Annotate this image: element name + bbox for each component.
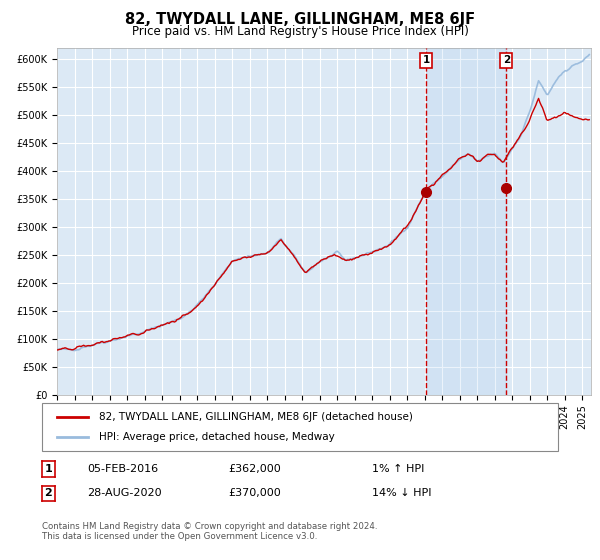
Text: 1% ↑ HPI: 1% ↑ HPI [372, 464, 424, 474]
Text: £370,000: £370,000 [228, 488, 281, 498]
Text: 1: 1 [44, 464, 52, 474]
Text: Contains HM Land Registry data © Crown copyright and database right 2024.
This d: Contains HM Land Registry data © Crown c… [42, 522, 377, 542]
FancyBboxPatch shape [42, 403, 558, 451]
Text: 05-FEB-2016: 05-FEB-2016 [87, 464, 158, 474]
Text: 82, TWYDALL LANE, GILLINGHAM, ME8 6JF (detached house): 82, TWYDALL LANE, GILLINGHAM, ME8 6JF (d… [99, 412, 413, 422]
Text: HPI: Average price, detached house, Medway: HPI: Average price, detached house, Medw… [99, 432, 335, 442]
Text: 82, TWYDALL LANE, GILLINGHAM, ME8 6JF: 82, TWYDALL LANE, GILLINGHAM, ME8 6JF [125, 12, 475, 27]
Text: Price paid vs. HM Land Registry's House Price Index (HPI): Price paid vs. HM Land Registry's House … [131, 25, 469, 38]
Text: 1: 1 [422, 55, 430, 66]
Text: 2: 2 [503, 55, 510, 66]
Text: 28-AUG-2020: 28-AUG-2020 [87, 488, 161, 498]
Text: £362,000: £362,000 [228, 464, 281, 474]
Bar [426, 48, 506, 395]
Text: 2: 2 [44, 488, 52, 498]
Text: 14% ↓ HPI: 14% ↓ HPI [372, 488, 431, 498]
